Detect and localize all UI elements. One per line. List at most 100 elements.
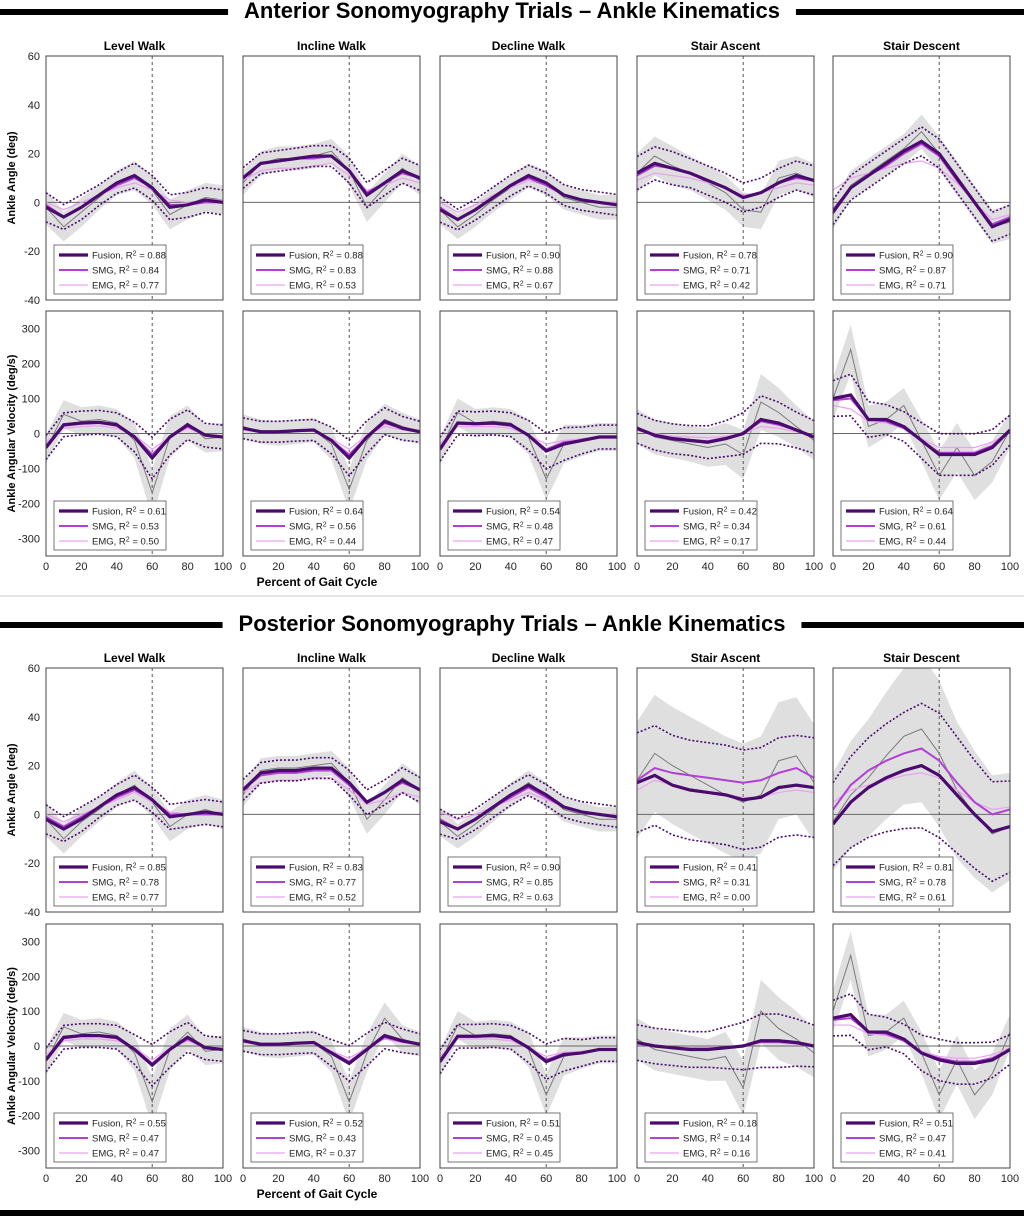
fusion-std-lower bbox=[637, 824, 814, 851]
x-tick-label: 40 bbox=[898, 561, 910, 573]
x-tick-label: 80 bbox=[181, 1173, 193, 1185]
plot-area bbox=[637, 924, 814, 1168]
y-tick-label: 60 bbox=[28, 663, 40, 675]
fusion-std-upper bbox=[637, 145, 814, 184]
fusion-std-upper bbox=[637, 1013, 814, 1033]
fusion-std-lower bbox=[440, 794, 617, 841]
x-tick-label: 80 bbox=[772, 1173, 784, 1185]
panel-frame bbox=[832, 667, 1011, 913]
legend-label-emg: EMG, R2 = 0.67 bbox=[486, 281, 553, 292]
panel-title: Stair Ascent bbox=[691, 39, 761, 53]
legend-label-smg: SMG, R2 = 0.61 bbox=[879, 522, 946, 533]
fusion-line bbox=[440, 421, 617, 453]
legend-label-smg: SMG, R2 = 0.78 bbox=[879, 878, 946, 889]
x-tick-label: 60 bbox=[540, 561, 552, 573]
legend-label-fusion: Fusion, R2 = 0.55 bbox=[92, 1119, 166, 1130]
section-title: Anterior Sonomyography Trials – Ankle Ki… bbox=[244, 0, 780, 23]
fusion-std-lower bbox=[46, 187, 223, 231]
legend-label-smg: SMG, R2 = 0.84 bbox=[92, 266, 159, 277]
panel-angle-level-walk: Level Walk Fusion, R2 = 0.85 SMG, R2 = 0.7… bbox=[45, 651, 224, 913]
legend-label-smg: SMG, R2 = 0.71 bbox=[683, 266, 750, 277]
legend-label-smg: SMG, R2 = 0.78 bbox=[92, 878, 159, 889]
x-tick-label: 60 bbox=[146, 1173, 158, 1185]
plot-area bbox=[833, 56, 1010, 300]
x-tick-label: 40 bbox=[898, 1173, 910, 1185]
panel-angle-stair-descent: Stair Descent Fusion, R2 = 0.90 SMG, R2 = … bbox=[832, 39, 1011, 301]
x-tick-label: 20 bbox=[862, 1173, 874, 1185]
panel-frame bbox=[832, 55, 1011, 301]
truth-line bbox=[243, 150, 420, 209]
panel-velocity-decline-walk: Fusion, R2 = 0.54 SMG, R2 = 0.48 EMG, R2 =… bbox=[437, 310, 626, 573]
y-tick-label: 60 bbox=[28, 51, 40, 63]
x-tick-label: 20 bbox=[666, 561, 678, 573]
legend-label-smg: SMG, R2 = 0.77 bbox=[289, 878, 356, 889]
truth-std-band bbox=[833, 325, 1010, 500]
fusion-line bbox=[440, 1033, 617, 1064]
legend: Fusion, R2 = 0.78 SMG, R2 = 0.71 EMG, R2 =… bbox=[644, 244, 758, 295]
plot-area bbox=[440, 56, 617, 300]
panel-frame bbox=[832, 923, 1011, 1169]
legend-label-smg: SMG, R2 = 0.87 bbox=[879, 266, 946, 277]
plot-area bbox=[440, 668, 617, 912]
fusion-std-lower bbox=[833, 415, 1010, 477]
panel-title: Incline Walk bbox=[297, 651, 366, 665]
panel-velocity-stair-descent: Fusion, R2 = 0.64 SMG, R2 = 0.61 EMG, R2 =… bbox=[830, 310, 1019, 573]
panel-frame bbox=[45, 923, 224, 1169]
plot-area bbox=[833, 311, 1010, 556]
fusion-line bbox=[637, 417, 814, 444]
x-tick-label: 0 bbox=[43, 1173, 49, 1185]
panel-title: Level Walk bbox=[104, 39, 166, 53]
plot-area bbox=[440, 311, 617, 556]
legend: Fusion, R2 = 0.83 SMG, R2 = 0.77 EMG, R2 =… bbox=[250, 856, 364, 907]
legend: Fusion, R2 = 0.81 SMG, R2 = 0.78 EMG, R2 =… bbox=[840, 856, 954, 907]
x-tick-label: 60 bbox=[737, 561, 749, 573]
x-tick-label: 0 bbox=[437, 1173, 443, 1185]
x-tick-label: 0 bbox=[830, 561, 836, 573]
fusion-std-lower bbox=[833, 1034, 1010, 1085]
x-axis-label: Percent of Gait Cycle bbox=[257, 1187, 378, 1201]
legend-label-emg: EMG, R2 = 0.42 bbox=[683, 281, 750, 292]
fusion-line bbox=[440, 783, 617, 831]
legend-label-fusion: Fusion, R2 = 0.85 bbox=[92, 863, 166, 874]
panel-velocity-stair-ascent: Fusion, R2 = 0.42 SMG, R2 = 0.34 EMG, R2 =… bbox=[634, 310, 823, 573]
panel-frame bbox=[832, 310, 1011, 557]
legend-box bbox=[53, 500, 167, 551]
panel-frame bbox=[439, 310, 618, 557]
legend: Fusion, R2 = 0.51 SMG, R2 = 0.45 EMG, R2 =… bbox=[447, 1112, 561, 1163]
fusion-std-lower bbox=[46, 1046, 223, 1088]
plot-area bbox=[637, 311, 814, 556]
x-tick-label: 40 bbox=[702, 1173, 714, 1185]
x-tick-label: 0 bbox=[634, 1173, 640, 1185]
x-tick-label: 80 bbox=[772, 561, 784, 573]
x-tick-label: 20 bbox=[469, 561, 481, 573]
legend-label-fusion: Fusion, R2 = 0.42 bbox=[683, 507, 757, 518]
plot-area bbox=[46, 668, 223, 912]
y-tick-label: -200 bbox=[18, 1111, 40, 1123]
legend-label-emg: EMG, R2 = 0.00 bbox=[683, 893, 750, 904]
legend-label-fusion: Fusion, R2 = 0.54 bbox=[486, 507, 560, 518]
legend-label-emg: EMG, R2 = 0.52 bbox=[289, 893, 356, 904]
panel-title: Level Walk bbox=[104, 651, 166, 665]
fusion-line bbox=[637, 161, 814, 200]
panel-angle-decline-walk: Decline Walk Fusion, R2 = 0.90 SMG, R2 = 0… bbox=[439, 651, 618, 913]
x-tick-label: 80 bbox=[575, 1173, 587, 1185]
y-tick-label: 40 bbox=[28, 100, 40, 112]
legend-label-fusion: Fusion, R2 = 0.90 bbox=[879, 251, 953, 262]
fusion-std-upper bbox=[243, 756, 420, 791]
fusion-std-upper bbox=[833, 125, 1010, 214]
fusion-std-upper bbox=[46, 408, 223, 439]
header-rule-left bbox=[0, 9, 229, 15]
bottom-rule bbox=[0, 1210, 1024, 1216]
fusion-std-lower bbox=[243, 777, 420, 816]
panel-angle-level-walk: Level Walk Fusion, R2 = 0.88 SMG, R2 = 0.8… bbox=[45, 39, 224, 301]
legend-label-emg: EMG, R2 = 0.45 bbox=[486, 1149, 553, 1160]
fusion-std-lower bbox=[833, 155, 1010, 243]
y-tick-label: 20 bbox=[28, 761, 40, 773]
legend-label-smg: SMG, R2 = 0.56 bbox=[289, 522, 356, 533]
legend: Fusion, R2 = 0.42 SMG, R2 = 0.34 EMG, R2 =… bbox=[644, 500, 758, 551]
legend: Fusion, R2 = 0.54 SMG, R2 = 0.48 EMG, R2 =… bbox=[447, 500, 561, 551]
smg-line bbox=[833, 747, 1010, 816]
truth-std-band bbox=[440, 770, 617, 849]
legend-label-fusion: Fusion, R2 = 0.52 bbox=[289, 1119, 363, 1130]
